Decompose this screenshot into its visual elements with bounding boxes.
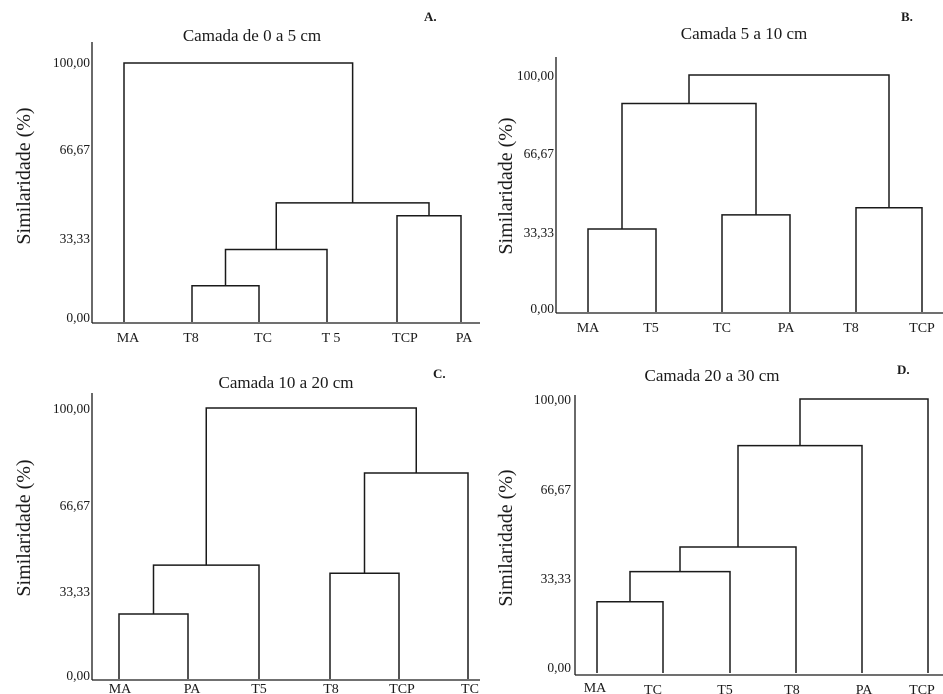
- dendrogram-link: [205, 407, 417, 566]
- panel-d-leaf-tc: TC: [644, 683, 662, 694]
- panel-d-leaf-pa: PA: [856, 683, 874, 694]
- dendrogram-link: [152, 564, 260, 679]
- dendrogram-link: [629, 570, 731, 673]
- panel-a-tree: [123, 62, 462, 322]
- panel-a-letter: A.: [424, 9, 437, 24]
- dendrogram-link: [329, 572, 400, 679]
- panel-d-ytick-100: 100,00: [534, 392, 571, 407]
- panel-c-letter: C.: [433, 366, 446, 381]
- panel-d-ylabel: Similaridade (%): [495, 469, 517, 606]
- dendrogram-link: [688, 74, 890, 208]
- panel-a-ytick-33: 33,33: [60, 231, 91, 246]
- dendrogram-link: [363, 472, 469, 679]
- panel-a-leaf-ma: MA: [117, 331, 140, 346]
- panel-c-leaf-t5: T5: [251, 682, 267, 694]
- dendrogram-link: [396, 215, 462, 322]
- dendrogram-link: [737, 444, 863, 673]
- panel-d-leaf-ma: MA: [584, 681, 607, 694]
- dendrogram-link: [118, 613, 189, 679]
- panel-d-leaf-t5: T5: [717, 683, 733, 694]
- panel-b-leaf-t8: T8: [843, 321, 859, 336]
- panel-b-ytick-100: 100,00: [517, 68, 554, 83]
- dendrogram-link: [596, 601, 664, 673]
- panel-b-letter: B.: [901, 9, 913, 24]
- panel-a-ytick-66: 66,67: [60, 142, 91, 157]
- panel-b-leaf-tcp: TCP: [909, 321, 935, 336]
- panel-c-ytick-100: 100,00: [53, 401, 90, 416]
- panel-a-ytick-0: 0,00: [66, 310, 90, 325]
- panel-b-title: Camada 5 a 10 cm: [681, 24, 808, 43]
- dendrogram-link: [587, 228, 657, 312]
- dendrogram-link: [721, 214, 791, 312]
- panel-c-leaf-pa: PA: [184, 682, 202, 694]
- dendrogram-link: [123, 62, 354, 322]
- panel-c-tree: [118, 407, 469, 679]
- panel-d: Camada 20 a 30 cm D. Similaridade (%) 10…: [495, 362, 943, 694]
- panel-b-leaf-pa: PA: [778, 321, 796, 336]
- panel-c-title: Camada 10 a 20 cm: [218, 373, 353, 392]
- panel-d-ytick-33: 33,33: [541, 571, 572, 586]
- panel-d-ytick-66: 66,67: [541, 482, 572, 497]
- panel-c-leaf-tcp: TCP: [389, 682, 415, 694]
- panel-a-leaf-t5: T 5: [322, 331, 341, 346]
- panel-b-ytick-0: 0,00: [530, 301, 554, 316]
- panel-a-ytick-100: 100,00: [53, 55, 90, 70]
- dendrogram-link: [191, 284, 260, 322]
- panel-d-title: Camada 20 a 30 cm: [644, 366, 779, 385]
- panel-b-ytick-66: 66,67: [524, 146, 555, 161]
- panel-b-tree: [587, 74, 923, 312]
- panel-c-leaf-ma: MA: [109, 682, 132, 694]
- panel-d-leaf-tcp: TCP: [909, 683, 935, 694]
- panel-d-letter: D.: [897, 362, 910, 377]
- panel-a-leaf-t8: T8: [183, 331, 199, 346]
- dendrogram-link: [621, 102, 757, 230]
- panel-b-leaf-t5: T5: [643, 321, 659, 336]
- dendrogram-link: [275, 202, 430, 250]
- panel-b: Camada 5 a 10 cm B. Similaridade (%) 100…: [495, 9, 943, 336]
- panel-a: Camada de 0 a 5 cm A. Similaridade (%) 1…: [13, 9, 480, 346]
- dendrogram-link: [799, 398, 929, 673]
- panel-b-ylabel: Similaridade (%): [495, 117, 517, 254]
- panel-a-ylabel: Similaridade (%): [13, 107, 35, 244]
- panel-a-leaf-tcp: TCP: [392, 331, 418, 346]
- panel-c-ylabel: Similaridade (%): [13, 459, 35, 596]
- panel-c-leaf-tc: TC: [461, 682, 479, 694]
- panel-c-ytick-33: 33,33: [60, 584, 91, 599]
- panel-d-leaf-t8: T8: [784, 683, 800, 694]
- panel-a-leaf-tc: TC: [254, 331, 272, 346]
- panel-a-leaf-pa: PA: [456, 331, 474, 346]
- panel-c-leaf-t8: T8: [323, 682, 339, 694]
- panel-c: Camada 10 a 20 cm C. Similaridade (%) 10…: [13, 366, 480, 694]
- panel-d-ytick-0: 0,00: [547, 660, 571, 675]
- panel-c-ytick-0: 0,00: [66, 668, 90, 683]
- panel-b-leaf-ma: MA: [577, 321, 600, 336]
- dendrogram-link: [679, 546, 797, 673]
- panel-d-tree: [596, 398, 929, 673]
- panel-c-ytick-66: 66,67: [60, 498, 91, 513]
- panel-b-ytick-33: 33,33: [524, 225, 555, 240]
- dendrogram-link: [855, 206, 923, 312]
- panel-b-leaf-tc: TC: [713, 321, 731, 336]
- panel-a-title: Camada de 0 a 5 cm: [183, 26, 321, 45]
